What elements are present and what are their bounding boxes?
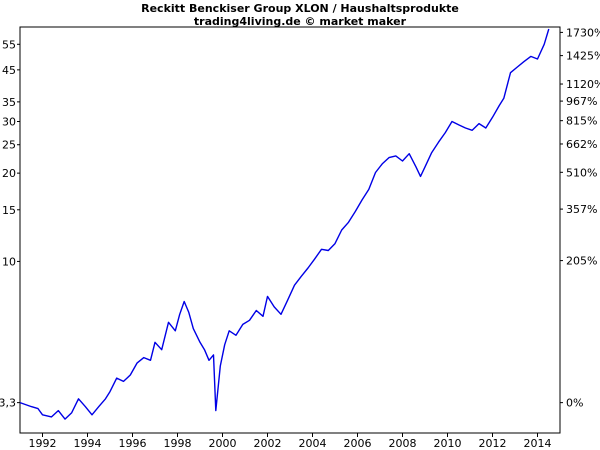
- right-tick-label: 357%: [566, 203, 597, 216]
- right-tick-label: 510%: [566, 166, 597, 179]
- chart-title: Reckitt Benckiser Group XLON / Haushalts…: [141, 2, 459, 15]
- y-tick-label: 25: [2, 139, 16, 152]
- x-tick-label: 2010: [434, 437, 462, 450]
- right-tick-label: 1120%: [566, 78, 600, 91]
- x-tick-label: 1994: [74, 437, 102, 450]
- y-tick-label: 3,3: [0, 397, 16, 410]
- y-tick-label: 15: [2, 204, 16, 217]
- x-tick-label: 2004: [299, 437, 327, 450]
- chart-marks: 1992 1994 1996 1998 2000 2002 2004 2006 2008 2010…: [0, 26, 600, 450]
- right-tick-label: 967%: [566, 95, 597, 108]
- right-tick-label: 662%: [566, 138, 597, 151]
- chart-subtitle: trading4living.de © market maker: [194, 15, 407, 28]
- y-tick-label: 55: [2, 38, 16, 51]
- x-tick-label: 2000: [209, 437, 237, 450]
- x-tick-label: 2012: [479, 437, 507, 450]
- x-tick-label: 1998: [164, 437, 192, 450]
- y-tick-label: 10: [2, 255, 16, 268]
- y-tick-label: 35: [2, 96, 16, 109]
- x-tick-label: 2002: [254, 437, 282, 450]
- right-tick-label: 205%: [566, 255, 597, 268]
- right-tick-label: 1425%: [566, 50, 600, 63]
- plot-area: [19, 26, 561, 434]
- price-line: [19, 28, 550, 420]
- y-tick-label: 30: [2, 115, 16, 128]
- x-tick-label: 2008: [389, 437, 417, 450]
- x-tick-label: 1996: [119, 437, 147, 450]
- right-tick-label: 815%: [566, 115, 597, 128]
- x-tick-label: 1992: [29, 437, 57, 450]
- right-tick-label: 1730%: [566, 26, 600, 39]
- y-tick-label: 20: [2, 167, 16, 180]
- x-tick-label: 2006: [344, 437, 372, 450]
- right-tick-label: 0%: [566, 397, 583, 410]
- y-tick-label: 45: [2, 64, 16, 77]
- x-tick-label: 2014: [524, 437, 552, 450]
